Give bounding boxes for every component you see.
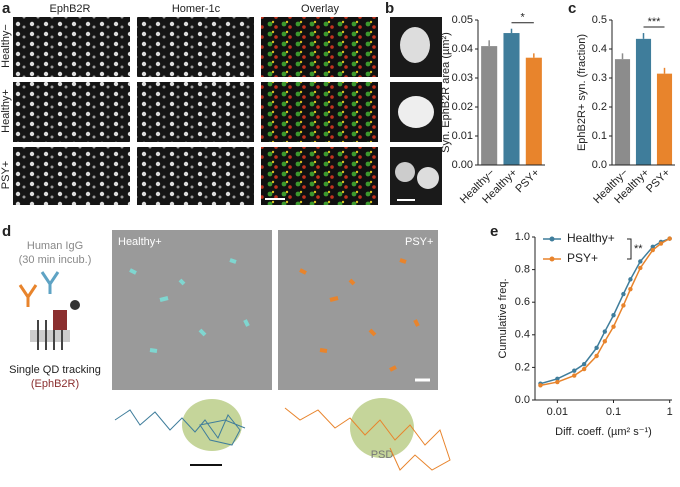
row-label: Healthy+ [0,89,12,133]
y-tick-label: 0.02 [452,101,473,113]
series-line [540,237,671,387]
significance-label: ** [634,243,643,255]
qd-image [278,230,438,390]
y-axis-label: Cumulative freq. [497,278,509,358]
point [650,244,655,249]
point [628,277,633,282]
trajectory [114,409,246,446]
y-axis-label: Syn. EphB2R area (µm²) [440,32,452,153]
trajectory [284,407,451,471]
x-tick-label: 1 [667,406,673,418]
bar [503,33,520,165]
y-tick-label: 0.00 [452,159,473,171]
qd-spots [129,258,250,353]
point [638,265,643,271]
micrographs [13,17,442,205]
point [602,339,608,344]
target-label: (EphB2R) [31,378,79,390]
y-tick-label: 0.03 [452,72,473,84]
y-tick-label: 0.1 [592,130,607,142]
legend-label: Healthy+ [567,231,615,245]
schematic [18,271,80,350]
panel-label: d [2,223,11,240]
y-tick-label: 0.2 [592,101,607,113]
point [555,376,560,382]
bar [481,46,498,165]
point [667,236,672,241]
tracking-label: Single QD tracking [9,364,101,376]
legend-label: PSY+ [567,251,598,265]
y-tick-label: 0.6 [515,296,530,308]
bar [525,57,542,166]
antibody-label: Human IgG [27,240,83,252]
legend-marker [549,256,555,262]
image-label: Healthy+ [118,236,162,248]
point [572,373,577,378]
point [581,361,587,367]
y-tick-label: 0.3 [592,72,607,84]
bar [614,59,631,165]
x-axis-label: Diff. coeff. (µm² s⁻¹) [555,426,652,438]
row-label: PSY+ [0,161,12,189]
y-tick-label: 0.4 [515,329,530,341]
legend-marker [549,236,555,242]
x-tick-label: PSY+ [513,167,542,196]
psd-label: PSD [371,449,394,461]
y-tick-label: 0.4 [592,43,607,55]
bar [635,38,652,165]
point [594,353,599,359]
incubation-label: (30 min incub.) [19,254,92,266]
point [621,303,626,308]
y-tick-label: 1.0 [515,231,530,243]
point [611,313,616,318]
bar [656,73,673,165]
column-header: EphB2R [50,3,91,15]
qd-image [112,230,272,390]
column-header: Homer-1c [172,3,221,15]
x-tick-label: PSY+ [644,167,673,196]
y-tick-label: 0.04 [452,43,473,55]
point [628,286,633,292]
point [602,329,608,334]
point [581,366,587,372]
panel-label: e [490,223,498,240]
y-axis-label: EphB2R+ syn. (fraction) [576,34,588,151]
point [650,247,655,253]
significance-label: *** [648,16,662,28]
panel-label: a [2,0,11,17]
x-tick-label: 0.01 [547,406,568,418]
panel-label: c [568,0,576,17]
point [658,241,664,246]
point [538,383,543,388]
x-tick-label: 0.1 [606,406,621,418]
significance-bracket [627,238,632,260]
y-tick-label: 0.0 [592,159,607,171]
row-label: Healthy− [0,24,12,68]
y-tick-label: 0.05 [452,14,473,26]
point [555,379,560,385]
y-tick-label: 0.5 [592,14,607,26]
y-tick-label: 0.8 [515,264,530,276]
significance-label: * [521,12,526,24]
point [572,368,577,373]
y-tick-label: 0.0 [515,394,530,406]
column-header: Overlay [301,3,339,15]
point [621,291,626,297]
point [638,259,643,264]
y-tick-label: 0.01 [452,130,473,142]
image-label: PSY+ [405,236,433,248]
point [611,324,616,329]
series-line [540,237,670,385]
point [594,345,599,351]
y-tick-label: 0.2 [515,361,530,373]
psd-area [350,398,414,458]
qd-spots [299,258,420,372]
panel-label: b [385,0,394,17]
psd-area [182,399,242,451]
